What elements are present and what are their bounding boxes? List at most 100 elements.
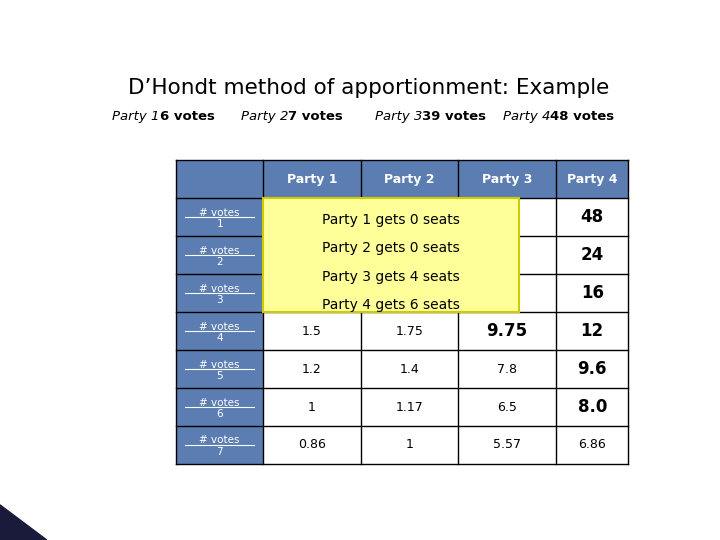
Bar	[176, 274, 263, 312]
Text: # votes: # votes	[199, 284, 240, 294]
Text: 3.5: 3.5	[400, 249, 419, 262]
Text: 8.0: 8.0	[577, 398, 607, 416]
Text: 1.4: 1.4	[400, 363, 419, 376]
Text: 1: 1	[308, 401, 316, 414]
Text: 1: 1	[217, 219, 223, 229]
Bar	[263, 350, 361, 388]
Text: Party 2: Party 2	[240, 110, 288, 123]
Bar	[361, 350, 458, 388]
Text: 2: 2	[308, 287, 316, 300]
Bar	[556, 274, 629, 312]
Text: 48: 48	[580, 208, 604, 226]
Bar	[176, 350, 263, 388]
Text: 6: 6	[217, 409, 223, 419]
Text: Party 3 gets 4 seats: Party 3 gets 4 seats	[322, 269, 460, 284]
Text: Party 4: Party 4	[567, 173, 618, 186]
Text: 2: 2	[217, 257, 223, 267]
Bar	[556, 426, 629, 464]
Bar	[176, 237, 263, 274]
Text: 6.86: 6.86	[578, 438, 606, 451]
Bar	[263, 388, 361, 426]
Text: 24: 24	[580, 246, 604, 264]
Bar	[263, 198, 361, 237]
Text: 1.75: 1.75	[395, 325, 423, 338]
Bar	[176, 388, 263, 426]
Text: # votes: # votes	[199, 208, 240, 218]
Text: Party 3: Party 3	[482, 173, 532, 186]
Text: Party 4 gets 6 seats: Party 4 gets 6 seats	[322, 298, 460, 312]
Bar	[176, 160, 263, 198]
Text: 12: 12	[580, 322, 604, 340]
Bar	[263, 198, 519, 312]
Text: 19.5: 19.5	[493, 249, 521, 262]
Bar	[361, 160, 458, 198]
Bar	[176, 312, 263, 350]
Text: D’Hondt method of apportionment: Example: D’Hondt method of apportionment: Example	[128, 78, 610, 98]
Text: Party 1:: Party 1:	[112, 110, 164, 123]
Text: 2.33: 2.33	[396, 287, 423, 300]
Bar	[176, 426, 263, 464]
Text: 0.86: 0.86	[298, 438, 325, 451]
Bar	[459, 237, 556, 274]
Text: 1: 1	[405, 438, 413, 451]
Text: 3: 3	[308, 249, 316, 262]
Text: 9.75: 9.75	[487, 322, 528, 340]
Bar	[459, 312, 556, 350]
Text: 3: 3	[217, 295, 223, 305]
Bar	[556, 312, 629, 350]
Text: Party 4:: Party 4:	[503, 110, 555, 123]
Text: Party 2 gets 0 seats: Party 2 gets 0 seats	[322, 241, 460, 255]
Text: 39 votes: 39 votes	[422, 110, 486, 123]
Text: 7.8: 7.8	[497, 363, 517, 376]
Text: 48 votes: 48 votes	[550, 110, 614, 123]
Text: # votes: # votes	[199, 322, 240, 332]
Text: Party 4: Party 4	[503, 110, 550, 123]
Text: 7 votes: 7 votes	[288, 110, 343, 123]
Bar	[459, 274, 556, 312]
Text: 1.5: 1.5	[302, 325, 322, 338]
Text: 5: 5	[217, 371, 223, 381]
Bar	[459, 160, 556, 198]
Bar	[459, 388, 556, 426]
Text: 6 votes: 6 votes	[160, 110, 215, 123]
Text: 4: 4	[217, 333, 223, 343]
Text: Party 1: Party 1	[112, 110, 160, 123]
Text: 16: 16	[581, 284, 603, 302]
Text: 39: 39	[499, 211, 515, 224]
Bar	[263, 274, 361, 312]
Text: 6.5: 6.5	[498, 401, 517, 414]
Text: 1.2: 1.2	[302, 363, 322, 376]
Bar	[263, 160, 361, 198]
Bar	[361, 198, 458, 237]
Text: Party 1 gets 0 seats: Party 1 gets 0 seats	[322, 213, 460, 227]
Bar	[361, 426, 458, 464]
Bar	[556, 237, 629, 274]
Text: 6: 6	[308, 211, 316, 224]
Text: # votes: # votes	[199, 435, 240, 445]
Text: 9.6: 9.6	[577, 360, 607, 378]
Bar	[556, 160, 629, 198]
Text: Party 2:: Party 2:	[240, 110, 292, 123]
Bar	[176, 198, 263, 237]
Bar	[361, 388, 458, 426]
Text: 7: 7	[217, 447, 223, 457]
Text: 7: 7	[405, 211, 413, 224]
Text: Party 3:: Party 3:	[374, 110, 426, 123]
Text: # votes: # votes	[199, 360, 240, 369]
Text: # votes: # votes	[199, 397, 240, 408]
Bar	[556, 350, 629, 388]
Text: # votes: # votes	[199, 246, 240, 256]
Bar	[556, 388, 629, 426]
Bar	[361, 312, 458, 350]
Text: Party 2: Party 2	[384, 173, 435, 186]
Bar	[263, 426, 361, 464]
Text: 13: 13	[499, 287, 515, 300]
Bar	[263, 312, 361, 350]
Text: Party 3: Party 3	[374, 110, 422, 123]
Text: 1.17: 1.17	[395, 401, 423, 414]
Text: Party 1: Party 1	[287, 173, 337, 186]
Bar	[459, 198, 556, 237]
Text: 5.57: 5.57	[493, 438, 521, 451]
Bar	[459, 350, 556, 388]
Bar	[263, 237, 361, 274]
